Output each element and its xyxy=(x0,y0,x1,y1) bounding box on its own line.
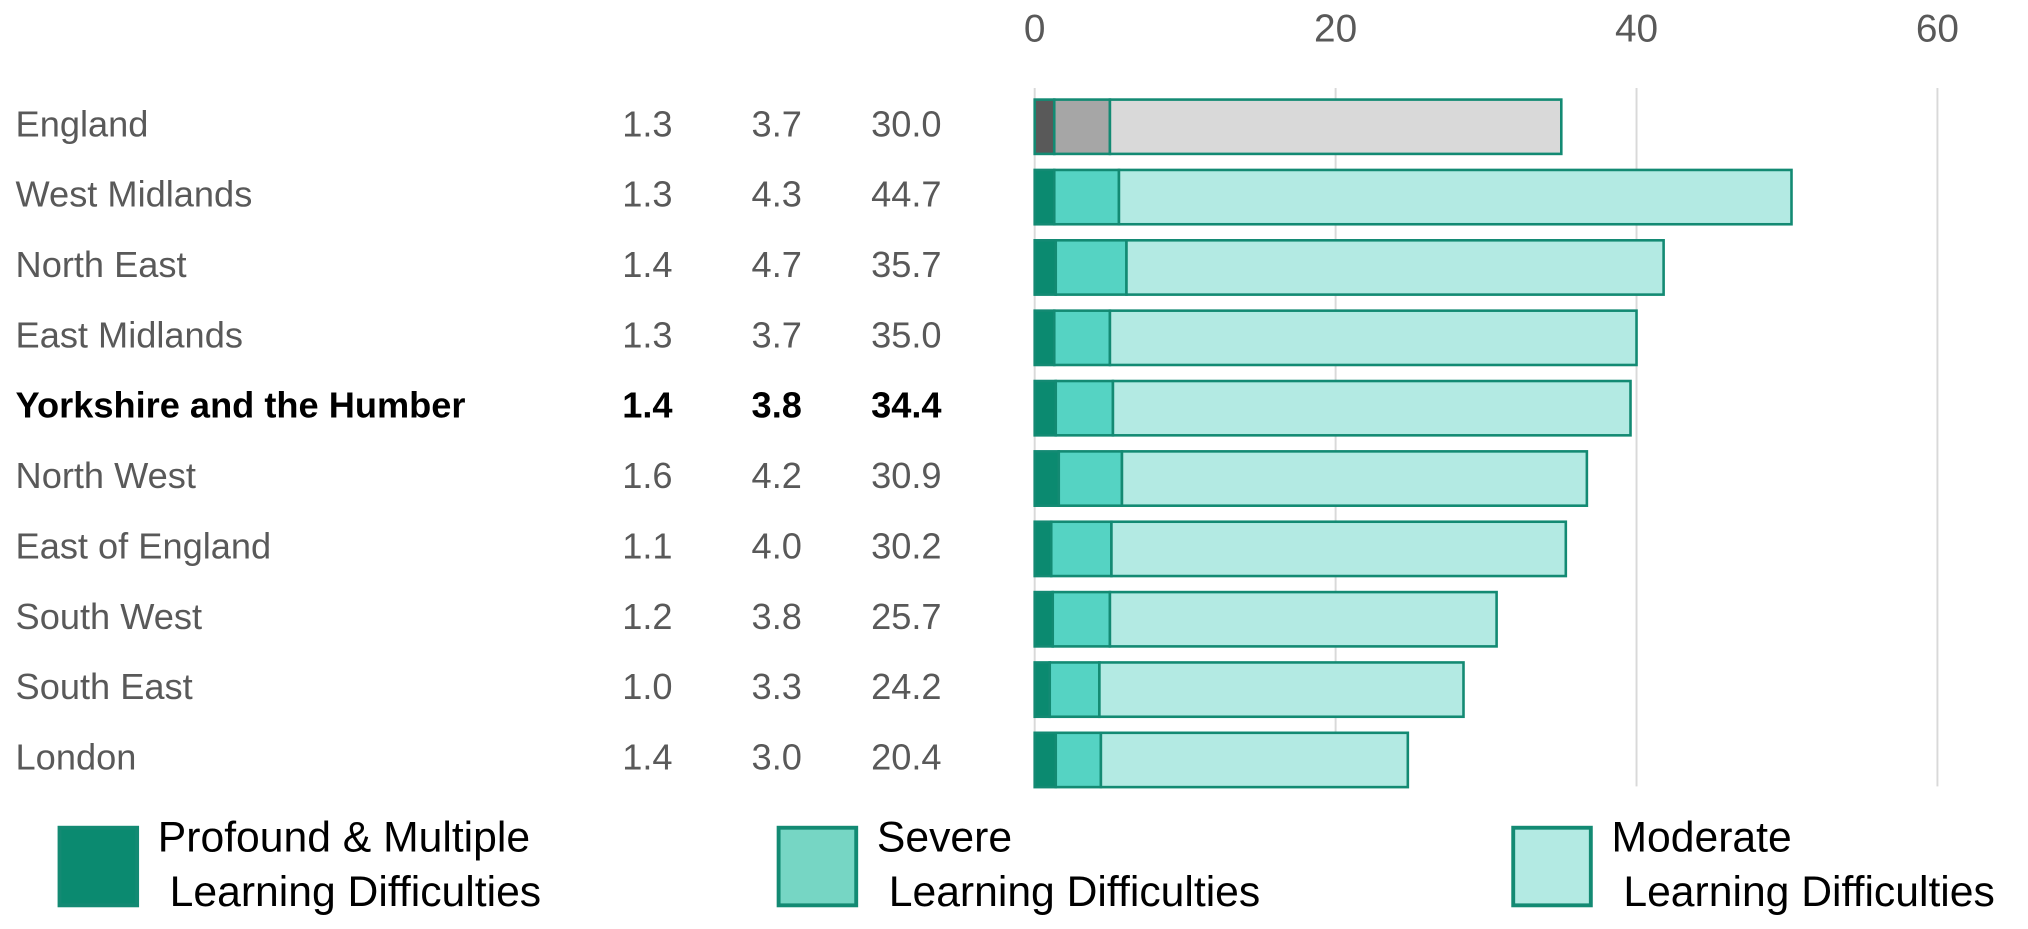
legend-label: Severe Learning Difficulties xyxy=(877,814,1260,916)
category-label: England xyxy=(16,103,149,144)
value-label: 4.2 xyxy=(752,455,802,496)
value-label: 1.2 xyxy=(622,596,672,637)
value-label: 35.7 xyxy=(871,244,941,285)
category-label: North East xyxy=(16,244,187,285)
bar-segment xyxy=(1108,98,1563,156)
bar-segment xyxy=(1117,168,1793,226)
plot-area: 0 20 40 60 England 1.3 3.7 30.0 West Midlands 1.3… xyxy=(16,7,1959,789)
bar-segment xyxy=(1052,98,1112,156)
bar-segment xyxy=(1051,590,1112,648)
x-tick-label: 60 xyxy=(1916,7,1959,50)
bar-segment xyxy=(1033,731,1058,789)
bar-segment xyxy=(1111,379,1632,437)
value-label: 3.0 xyxy=(752,737,802,778)
value-label: 34.4 xyxy=(871,385,941,426)
bar-segment xyxy=(1054,239,1128,296)
legend: Profound & Multiple Learning Difficultie… xyxy=(57,814,1995,916)
bar-segment xyxy=(1120,450,1589,507)
value-label: 1.4 xyxy=(622,385,672,426)
value-label: 1.3 xyxy=(622,314,672,355)
value-label: 1.4 xyxy=(622,244,672,285)
value-label: 3.8 xyxy=(752,596,802,637)
bar-segment xyxy=(1108,590,1498,648)
value-label: 1.4 xyxy=(622,737,672,778)
value-label: 44.7 xyxy=(871,174,941,215)
value-label: 3.7 xyxy=(752,103,802,144)
bar-segment xyxy=(1048,661,1101,719)
category-label: Yorkshire and the Humber xyxy=(16,385,466,426)
category-label: South East xyxy=(16,666,193,707)
category-label: East Midlands xyxy=(16,314,243,355)
legend-label: Profound & Multiple Learning Difficultie… xyxy=(158,814,541,916)
value-label: 1.3 xyxy=(622,174,672,215)
bar-segment xyxy=(1033,520,1053,578)
value-label: 4.0 xyxy=(752,525,802,566)
bar-segment xyxy=(1033,450,1061,507)
legend-swatch xyxy=(1511,825,1593,908)
bar-segment xyxy=(1049,520,1113,578)
bar-segment xyxy=(1033,239,1058,296)
category-label: West Midlands xyxy=(16,174,253,215)
bar-segment xyxy=(1108,309,1638,367)
bar-segment xyxy=(1033,168,1056,226)
value-label: 3.8 xyxy=(752,385,802,426)
legend-swatch xyxy=(57,825,140,908)
value-label: 4.7 xyxy=(752,244,802,285)
bar-segment xyxy=(1033,309,1056,367)
category-label: London xyxy=(16,737,137,778)
x-tick-label: 40 xyxy=(1615,7,1658,50)
bar-segment xyxy=(1033,98,1056,156)
bar-segment xyxy=(1033,379,1058,437)
bar-segment xyxy=(1052,309,1112,367)
value-label: 25.7 xyxy=(871,596,941,637)
bar-segment xyxy=(1033,661,1052,719)
value-label: 30.9 xyxy=(871,455,941,496)
x-tick-label: 0 xyxy=(1024,7,1046,50)
bar-segment xyxy=(1110,520,1568,578)
bar-segment xyxy=(1099,731,1410,789)
value-label: 20.4 xyxy=(871,737,941,778)
category-label: North West xyxy=(16,455,196,496)
value-label: 35.0 xyxy=(871,314,941,355)
category-label: South West xyxy=(16,596,202,637)
bar-segment xyxy=(1098,661,1465,719)
bar-segment xyxy=(1125,239,1665,296)
value-label: 3.3 xyxy=(752,666,802,707)
value-label: 30.0 xyxy=(871,103,941,144)
value-label: 24.2 xyxy=(871,666,941,707)
value-label: 1.3 xyxy=(622,103,672,144)
category-label: East of England xyxy=(16,525,272,566)
value-label: 3.7 xyxy=(752,314,802,355)
legend-label: Moderate Learning Difficulties xyxy=(1612,814,1995,916)
bar-segment xyxy=(1054,379,1115,437)
value-label: 4.3 xyxy=(752,174,802,215)
value-label: 1.1 xyxy=(622,525,672,566)
bar-segment xyxy=(1033,590,1055,648)
value-label: 30.2 xyxy=(871,525,941,566)
value-label: 1.0 xyxy=(622,666,672,707)
value-label: 1.6 xyxy=(622,455,672,496)
bar-segment xyxy=(1054,731,1103,789)
bar-segment xyxy=(1052,168,1121,226)
x-tick-label: 20 xyxy=(1314,7,1357,50)
legend-swatch xyxy=(776,825,859,908)
bar-segment xyxy=(1057,450,1124,507)
